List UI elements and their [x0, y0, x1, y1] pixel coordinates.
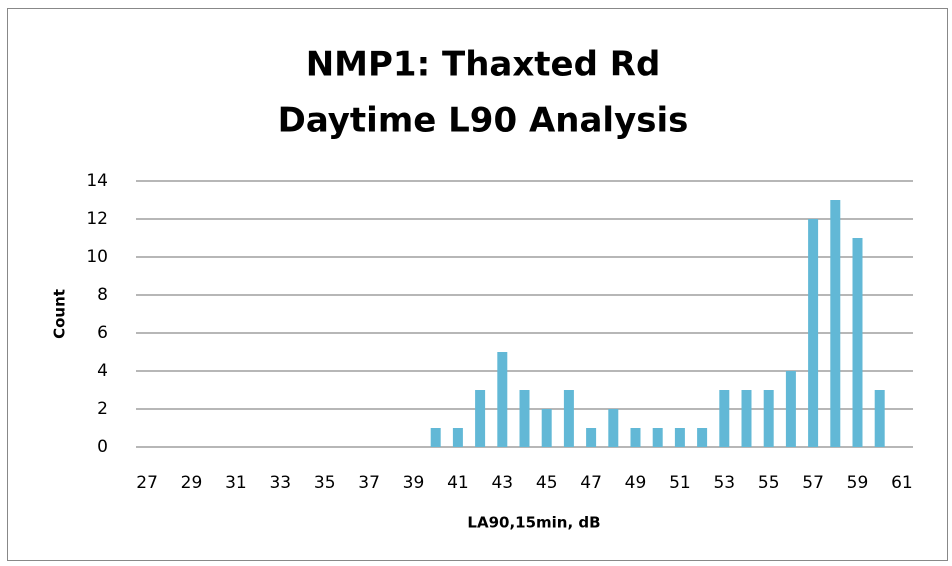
chart-title: NMP1: Thaxted Rd	[306, 45, 661, 85]
bar	[497, 352, 508, 447]
y-axis-title: Count	[51, 289, 69, 339]
bar	[652, 428, 663, 447]
y-tick-label: 4	[97, 361, 108, 381]
x-tick-label: 51	[669, 473, 691, 493]
bar	[541, 409, 552, 447]
bar	[874, 390, 885, 447]
bar	[519, 390, 530, 447]
chart-border	[7, 8, 948, 561]
x-tick-label: 33	[269, 473, 291, 493]
bar	[475, 390, 486, 447]
bar	[741, 390, 752, 447]
chart-title: Daytime L90 Analysis	[278, 101, 689, 141]
x-tick-label: 49	[625, 473, 647, 493]
y-tick-label: 10	[86, 247, 108, 267]
bar	[697, 428, 708, 447]
x-tick-label: 31	[225, 473, 247, 493]
bar	[763, 390, 774, 447]
bar	[830, 200, 841, 447]
y-tick-label: 6	[97, 323, 108, 343]
x-tick-label: 41	[447, 473, 469, 493]
bar	[608, 409, 619, 447]
x-tick-label: 39	[403, 473, 425, 493]
y-tick-label: 0	[97, 437, 108, 457]
y-tick-label: 12	[86, 209, 108, 229]
bar	[674, 428, 685, 447]
bar	[563, 390, 574, 447]
x-tick-label: 45	[536, 473, 558, 493]
bar	[808, 219, 819, 447]
x-tick-label: 29	[181, 473, 203, 493]
bar	[452, 428, 463, 447]
x-tick-label: 53	[713, 473, 735, 493]
x-tick-label: 57	[802, 473, 824, 493]
y-tick-label: 8	[97, 285, 108, 305]
x-tick-label: 37	[358, 473, 380, 493]
bar	[852, 238, 863, 447]
bar	[586, 428, 597, 447]
y-tick-label: 14	[86, 171, 108, 191]
x-tick-label: 61	[891, 473, 913, 493]
y-tick-label: 2	[97, 399, 108, 419]
x-tick-label: 55	[758, 473, 780, 493]
x-tick-label: 35	[314, 473, 336, 493]
x-tick-label: 43	[491, 473, 513, 493]
x-axis-title: LA90,15min, dB	[467, 514, 600, 532]
x-tick-label: 27	[136, 473, 158, 493]
bar	[430, 428, 441, 447]
x-tick-label: 59	[847, 473, 869, 493]
bar	[630, 428, 641, 447]
bar	[719, 390, 730, 447]
x-tick-label: 47	[580, 473, 602, 493]
bar	[785, 371, 796, 447]
